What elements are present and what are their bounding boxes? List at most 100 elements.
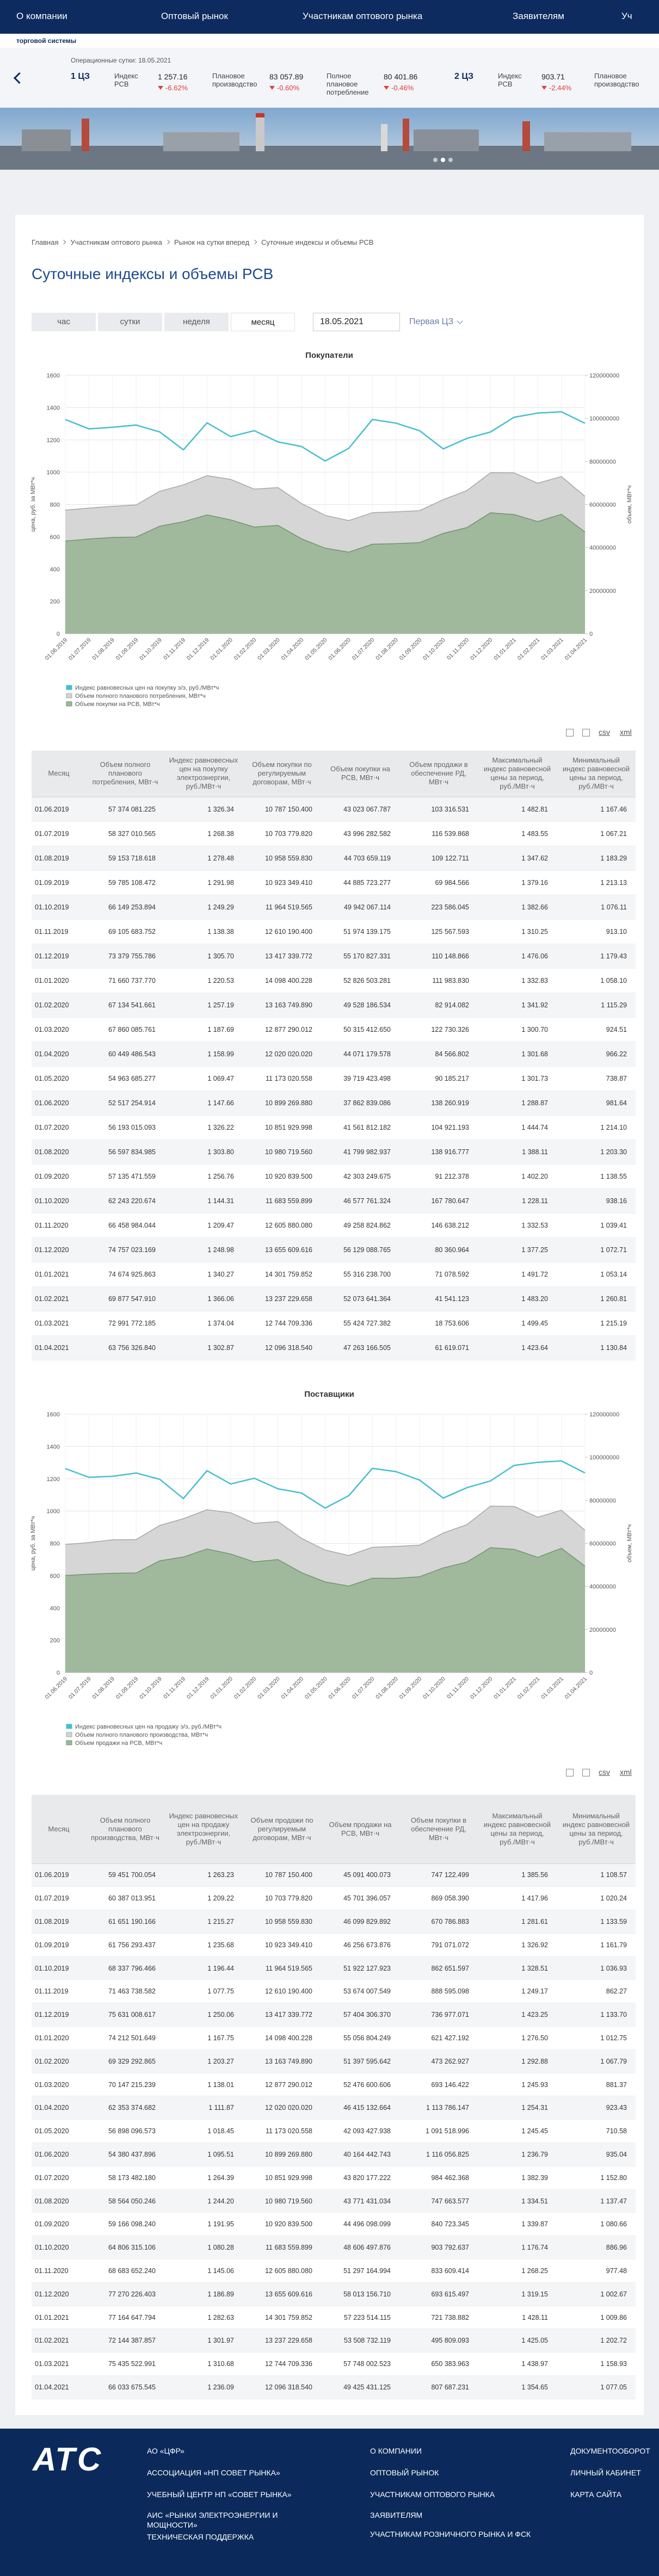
table-cell: 43 996 282.582 — [321, 821, 399, 846]
table-cell: 693 615.497 — [399, 2282, 478, 2306]
table-cell: 1 091 518.996 — [399, 2119, 478, 2144]
x-tick-label: 01.08.2020 — [374, 1676, 399, 1701]
table-cell: 1 111.87 — [164, 2096, 243, 2120]
footer-link[interactable]: ДОКУМЕНТООБОРОТ — [570, 2447, 650, 2455]
table-row: 01.12.2019 73 379 755.786 1 305.70 13 417 3… — [32, 944, 636, 969]
footer-link[interactable]: ТЕХНИЧЕСКАЯ ПОДДЕРЖКА — [147, 2532, 254, 2541]
table-row: 01.04.2021 66 033 675.545 1 236.09 12 096 3… — [32, 2375, 636, 2399]
table-cell: 63 756 326.840 — [86, 1335, 164, 1360]
table-cell: 10 703 779.820 — [243, 821, 321, 846]
brand-caption: торговой системы — [16, 37, 77, 45]
ticker-prev[interactable] — [13, 72, 26, 84]
table-row: 01.09.2019 59 785 108.472 1 291.98 10 923 3… — [32, 870, 636, 895]
x-tick-label: 01.01.2021 — [492, 1676, 518, 1701]
table-cell: 58 564 050.246 — [86, 2189, 164, 2213]
table-cell: 01.04.2020 — [32, 2096, 86, 2120]
ticker-label: Плановое производство — [212, 72, 257, 88]
table-cell: 1 072.71 — [557, 1237, 636, 1262]
table-cell: 1 254.31 — [478, 2096, 557, 2120]
table-row: 01.01.2021 77 164 647.794 1 282.63 14 301 7… — [32, 2306, 636, 2330]
footer-link[interactable]: АИС «РЫНКИ ЭЛЕКТРОЭНЕРГИИ И МОЩНОСТИ» — [147, 2511, 278, 2529]
table-cell: 12 096 318.540 — [243, 1335, 321, 1360]
table-cell: 51 922 127.923 — [321, 1956, 399, 1980]
table-cell: 1 310.25 — [478, 919, 557, 944]
nav-item[interactable]: Заявителям — [513, 11, 564, 21]
tab[interactable]: неделя — [164, 313, 229, 331]
nav-item[interactable]: Участникам оптового рынка — [303, 11, 423, 21]
table-cell: 10 920 839.500 — [243, 1164, 321, 1189]
table-cell: 862.27 — [557, 1979, 636, 2004]
table-row: 01.10.2019 66 149 253.894 1 249.29 11 964 5… — [32, 895, 636, 920]
table-cell: 56 129 088.765 — [321, 1237, 399, 1262]
table-cell: 1 301.73 — [478, 1066, 557, 1091]
table-cell: 01.03.2020 — [32, 1017, 86, 1042]
table-row: 01.11.2019 69 105 683.752 1 138.38 12 610 1… — [32, 919, 636, 944]
table-cell: 43 023 067.787 — [321, 797, 399, 822]
table-cell: 1 423.25 — [478, 2003, 557, 2027]
footer-link[interactable]: КАРТА САЙТА — [570, 2490, 622, 2499]
tab[interactable]: сутки — [98, 313, 162, 331]
footer-link[interactable]: ОПТОВЫЙ РЫНОК — [370, 2468, 439, 2477]
y2-axis-label: объем, МВт*ч — [626, 1525, 633, 1563]
table-cell: 1 260.81 — [557, 1286, 636, 1311]
table-cell: 125 567.593 — [399, 919, 478, 944]
y-tick-label: 800 — [50, 1541, 60, 1547]
tab[interactable]: час — [32, 313, 96, 331]
column-header: Минимальный индекс равновесной цены за п… — [557, 751, 636, 797]
footer-link[interactable]: ЗАЯВИТЕЛЯМ — [370, 2511, 423, 2519]
footer-link[interactable]: О КОМПАНИИ — [370, 2447, 422, 2455]
nav-item[interactable]: Оптовый рынок — [161, 11, 228, 21]
tab[interactable]: месяц — [231, 313, 295, 331]
table-cell: 59 451 700.054 — [86, 1863, 164, 1887]
footer-link[interactable]: ЛИЧНЫЙ КАБИНЕТ — [570, 2468, 641, 2477]
y-tick-label: 1200 — [47, 1476, 60, 1483]
date-input[interactable]: 18.05.2021 — [313, 313, 400, 331]
print-icon[interactable] — [566, 1769, 574, 1777]
y-axis-label: цена, руб. за МВт*ч — [30, 477, 36, 531]
footer-link[interactable]: АО «ЦФР» — [147, 2447, 184, 2455]
zone-select[interactable]: Первая ЦЗ — [409, 313, 464, 331]
table-cell: 1 301.68 — [478, 1042, 557, 1067]
table-cell: 14 098 400.228 — [243, 968, 321, 993]
nav-item[interactable]: Уч — [621, 11, 632, 21]
line — [65, 411, 586, 462]
table-cell: 01.08.2019 — [32, 846, 86, 871]
breadcrumb-item[interactable]: Главная — [32, 238, 59, 246]
table-cell: 1 108.57 — [557, 1863, 636, 1887]
table-cell: 10 787 150.400 — [243, 1863, 321, 1887]
table-cell: 1 382.39 — [478, 2166, 557, 2190]
breadcrumb-item[interactable]: Участникам оптового рынка — [70, 238, 162, 246]
table-cell: 10 980 719.560 — [243, 2189, 321, 2213]
export-link[interactable]: csv — [599, 728, 610, 736]
xls-icon[interactable] — [582, 1769, 590, 1777]
x-tick-label: 01.05.2020 — [304, 1676, 329, 1701]
x-tick-label: 01.12.2019 — [186, 1676, 211, 1701]
footer-link[interactable]: УЧАСТНИКАМ РОЗНИЧНОГО РЫНКА И ФСК — [370, 2530, 531, 2538]
table-cell: 1 483.20 — [478, 1286, 557, 1311]
column-header: Объем продажи в обеспечение РД, МВт·ч — [399, 751, 478, 797]
footer-link[interactable]: УЧАСТНИКАМ ОПТОВОГО РЫНКА — [370, 2490, 495, 2499]
column-header: Максимальный индекс равновесной цены за … — [478, 1795, 557, 1864]
nav-item[interactable]: О компании — [16, 11, 67, 21]
print-icon[interactable] — [566, 729, 574, 737]
export-link[interactable]: csv — [599, 1768, 610, 1776]
breadcrumb-item[interactable]: Суточные индексы и объемы РСВ — [261, 238, 374, 246]
table-cell: 01.07.2020 — [32, 1115, 86, 1140]
table-cell: 10 980 719.560 — [243, 1140, 321, 1165]
area-edge — [65, 1506, 586, 1556]
table-cell: 1 076.11 — [557, 895, 636, 920]
table-cell: 1 256.76 — [164, 1164, 243, 1189]
footer-link[interactable]: АССОЦИАЦИЯ «НП СОВЕТ РЫНКА» — [147, 2468, 280, 2477]
table-cell: 1 196.44 — [164, 1956, 243, 1980]
x-tick-label: 01.04.2020 — [280, 1676, 305, 1701]
table-cell: 1 080.66 — [557, 2212, 636, 2237]
breadcrumb-item[interactable]: Рынок на сутки вперед — [174, 238, 250, 246]
export-link[interactable]: xml — [620, 1768, 632, 1776]
footer-link[interactable]: УЧЕБНЫЙ ЦЕНТР НП «СОВЕТ РЫНКА» — [147, 2490, 292, 2499]
export-link[interactable]: xml — [620, 728, 632, 736]
ticker-label: Полное плановое потребление — [327, 72, 369, 96]
xls-icon[interactable] — [582, 729, 590, 737]
table-cell: 43 820 177.222 — [321, 2166, 399, 2190]
ticker-value: 80 401.86 — [384, 72, 418, 81]
